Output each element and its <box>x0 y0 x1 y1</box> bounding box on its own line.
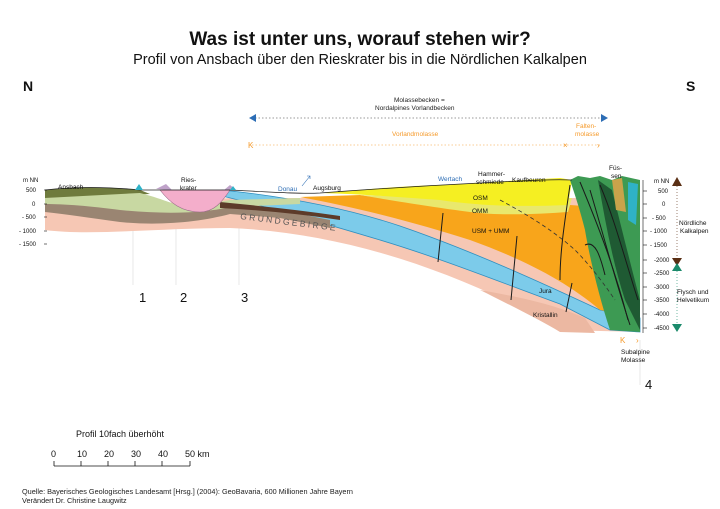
alps-ochre <box>612 178 626 212</box>
osm-layer <box>320 178 572 206</box>
scale-tick-label: 40 <box>158 449 168 459</box>
label-kristallin: Kristallin <box>533 312 558 319</box>
label-kaufbeuren: Kaufbeuren <box>512 177 546 184</box>
right-axis-tick: 500 <box>658 189 669 195</box>
right-axis-tick: -2000 <box>654 258 670 264</box>
right-axis-tick: -4000 <box>654 312 670 318</box>
right-axis-unit: m NN <box>654 179 669 185</box>
zone-flysch-1: Flysch und <box>677 289 709 296</box>
left-axis-tick: - 500 <box>22 215 36 221</box>
fault-lines <box>437 181 639 326</box>
donau-arrow-icon <box>301 175 311 187</box>
right-axis: m NN 500 0 - 500 - 1000 - 1500 -2000 -25… <box>642 179 670 333</box>
right-axis-tick: -3000 <box>654 285 670 291</box>
page-title: Was ist unter uns, worauf stehen wir? <box>189 29 531 50</box>
basin-label-1: Molassebecken = <box>394 97 445 104</box>
label-wertach: Wertach <box>438 176 462 183</box>
dashed-boundary <box>499 199 616 301</box>
label-hammerschmiede-2: schmiede <box>476 179 504 186</box>
right-axis-tick: -4500 <box>654 326 670 332</box>
basin-label-2: Nordalpines Vorlandbecken <box>375 105 455 112</box>
marker-1: 1 <box>139 290 146 305</box>
basin-arrow-right <box>601 114 608 122</box>
alps-dark <box>598 180 640 330</box>
surface-line <box>44 179 573 194</box>
direction-north: N <box>23 78 34 94</box>
scale-tick-label: 30 <box>131 449 141 459</box>
scale-title: Profil 10fach überhöht <box>76 429 165 439</box>
scale-tick-label: 20 <box>104 449 114 459</box>
label-usm: USM + UMM <box>472 228 509 235</box>
zone-marker-top <box>672 177 682 186</box>
label-hammerschmiede-1: Hammer- <box>478 171 505 178</box>
vorland-arrow-mid: × <box>563 141 568 150</box>
label-augsburg: Augsburg <box>313 185 341 192</box>
right-axis-tick: - 500 <box>652 216 666 222</box>
left-axis-tick: 500 <box>26 188 37 194</box>
zone-flysch-2: Helvetikum <box>677 297 709 304</box>
marker-4: 4 <box>645 377 652 392</box>
ries-rim <box>156 184 236 190</box>
source-line-1: Quelle: Bayerisches Geologisches Landesa… <box>22 487 353 496</box>
vorland-label: Vorlandmolasse <box>392 131 439 138</box>
scale-bar: Profil 10fach überhöht 0 10 20 30 40 50 … <box>51 429 210 467</box>
zone-kalkalpen-2: Kalkalpen <box>680 228 709 235</box>
left-axis-unit: m NN <box>23 178 38 184</box>
right-axis-tick: -2500 <box>654 271 670 277</box>
scale-tick-label: 50 km <box>185 449 210 459</box>
alps-body <box>570 176 640 332</box>
left-axis-tick: - 1000 <box>19 229 37 235</box>
label-donau: Donau <box>278 186 298 193</box>
zone-kalkalpen-1: Nördliche <box>679 220 707 227</box>
label-fuessen-1: Füs- <box>609 165 622 172</box>
usm-layer <box>300 190 640 318</box>
left-axis: m NN 500 0 - 500 - 1000 - 1500 <box>19 178 47 248</box>
left-axis-tick: - 1500 <box>19 242 37 248</box>
basin-arrow-left <box>249 114 256 122</box>
left-axis-tick: 0 <box>32 202 36 208</box>
kristallin-layer <box>480 290 595 333</box>
right-axis-tick: -3500 <box>654 298 670 304</box>
keuper-layer <box>45 193 300 213</box>
scale-tick-label: 10 <box>77 449 87 459</box>
falten-label-1: Falten- <box>576 123 596 130</box>
right-axis-tick: - 1000 <box>650 229 668 235</box>
direction-south: S <box>686 78 696 94</box>
label-fuessen-2: sen <box>611 173 622 180</box>
zone-marker-bottom <box>672 324 682 332</box>
page-subtitle: Profil von Ansbach über den Rieskrater b… <box>133 52 587 68</box>
marker-3: 3 <box>241 290 248 305</box>
ries-crater <box>159 189 231 213</box>
subalpine-arrows: K <box>620 336 626 345</box>
alps-blue <box>628 182 638 225</box>
marker-2: 2 <box>180 290 187 305</box>
muschelkalk-layer <box>45 187 150 198</box>
label-ries-1: Ries- <box>181 177 196 184</box>
scale-tick-label: 0 <box>51 449 56 459</box>
falten-label-2: molasse <box>575 131 600 138</box>
subalpine-label-1: Subalpine <box>621 349 650 356</box>
subalpine-label-2: Molasse <box>621 357 646 364</box>
label-ansbach: Ansbach <box>58 184 84 191</box>
vorland-arrow-right: › <box>597 141 600 150</box>
source-line-2: Verändert Dr. Christine Laugwitz <box>22 496 127 505</box>
right-axis-tick: 0 <box>662 202 666 208</box>
dark-band-layer <box>220 202 340 220</box>
subalpine-arrow-right: › <box>636 336 639 345</box>
right-axis-tick: - 1500 <box>650 243 668 249</box>
zone-marker-mid-brown <box>672 258 682 266</box>
label-omm: OMM <box>472 208 488 215</box>
vorland-arrow-left: K <box>248 141 254 150</box>
zone-marker-mid-green <box>672 263 682 271</box>
label-osm: OSM <box>473 195 488 202</box>
label-ries-2: krater <box>180 185 197 192</box>
label-jura: Jura <box>539 288 552 295</box>
